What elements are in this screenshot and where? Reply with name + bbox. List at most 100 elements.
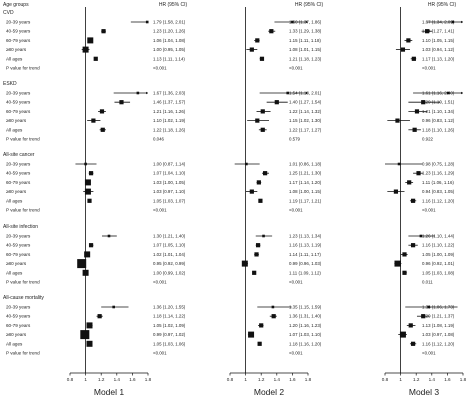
hr-ci-text: <0.001 (422, 66, 436, 71)
hr-marker (286, 91, 290, 95)
row-label: All ages (6, 341, 23, 346)
hr-ci-text: 1.35 (1.15, 1.59) (289, 305, 322, 310)
model-name-2: Model 2 (254, 387, 285, 397)
row-label: ≥80 years (6, 118, 27, 123)
hr-ci-text: 1.00 (0.95, 1.05) (153, 47, 186, 52)
row-label: ≥80 years (6, 261, 27, 266)
hr-marker (274, 100, 279, 105)
hr-ci-text: 1.14 (1.11, 1.17) (289, 252, 321, 257)
hr-marker (427, 305, 430, 309)
row-label: P value for trend (6, 280, 40, 285)
hr-marker (245, 162, 248, 166)
hr-marker (416, 171, 421, 176)
x-tick-label: 0.8 (227, 377, 234, 382)
x-tick-label: 1 (244, 377, 247, 382)
hr-marker (257, 341, 262, 346)
hr-marker (255, 38, 260, 43)
row-label: All ages (6, 56, 23, 61)
row-label: 40-59 years (6, 314, 31, 319)
hr-ci-text: 1.06 (1.04, 1.08) (153, 38, 186, 43)
hr-ci-text: 0.922 (422, 137, 434, 142)
row-label: ≥80 years (6, 47, 27, 52)
hr-marker (259, 56, 265, 61)
hr-ci-text: 1.05 (1.03, 1.07) (153, 198, 186, 203)
hr-marker (84, 251, 91, 258)
hr-ci-text: 1.25 (1.21, 1.30) (289, 171, 322, 176)
hr-marker (412, 127, 417, 132)
hr-marker (255, 243, 261, 248)
hr-marker (258, 198, 263, 203)
hr-ci-text: 1.11 (1.09, 1.12) (289, 270, 321, 275)
model-name-1: Model 1 (94, 387, 125, 397)
hr-ci-text: 1.03 (0.97, 1.08) (422, 332, 455, 337)
hr-ci-text: 1.18 (1.10, 1.26) (422, 127, 455, 132)
x-tick-label: 1.4 (274, 377, 281, 382)
row-label: 60-79 years (6, 252, 31, 257)
x-tick-label: 1.2 (98, 377, 105, 382)
hr-ci-text: 1.05 (1.03, 1.08) (422, 270, 455, 275)
row-label: 20-39 years (6, 234, 31, 239)
hr-ci-text: 1.00 (0.99, 1.02) (153, 270, 186, 275)
hr-ci-text: 0.046 (153, 137, 165, 142)
hr-ci-text: 1.46 (1.37, 1.57) (153, 100, 186, 105)
hr-marker (86, 340, 93, 347)
hr-ci-text: 1.16 (1.13, 1.19) (289, 243, 322, 248)
ci-arrow (146, 91, 148, 95)
hr-ci-text: 1.17 (1.13, 1.20) (422, 56, 455, 61)
hr-ci-text: 1.23 (1.13, 1.34) (289, 234, 322, 239)
x-tick-label: 1.8 (460, 377, 467, 382)
hr-ci-text: 0.94 (0.83, 1.05) (422, 189, 455, 194)
hr-marker (99, 109, 105, 114)
hr-ci-text: 1.34 (1.27, 1.41) (422, 29, 455, 34)
hr-ci-text: 1.17 (1.14, 1.20) (289, 180, 322, 185)
hr-marker (425, 29, 430, 34)
hr-ci-text: 1.16 (1.10, 1.22) (422, 243, 455, 248)
hr-ci-text: 1.13 (1.11, 1.14) (153, 56, 185, 61)
hr-marker (100, 127, 105, 132)
row-label: All ages (6, 270, 23, 275)
hr-ci-text: <0.001 (153, 208, 167, 213)
hr-marker (248, 331, 255, 338)
hr-ci-text: <0.001 (422, 351, 436, 356)
section-title: CVD (3, 10, 14, 16)
hr-ci-text: 1.13 (1.08, 1.19) (422, 323, 455, 328)
row-label: 60-79 years (6, 109, 31, 114)
hr-ci-text: 1.36 (1.20, 1.55) (153, 305, 186, 310)
row-label: 60-79 years (6, 38, 31, 43)
hr-marker (410, 341, 416, 346)
section-title: All-site cancer (3, 152, 35, 158)
hr-marker (80, 330, 90, 340)
hr-marker (256, 180, 261, 185)
row-label: P value for trend (6, 208, 40, 213)
hr-ci-text: 1.00 (0.87, 1.14) (153, 162, 186, 167)
hr-ci-text: 1.36 (1.31, 1.40) (289, 314, 322, 319)
row-label: 60-79 years (6, 323, 31, 328)
hr-marker (145, 20, 149, 24)
hr-marker (136, 91, 140, 95)
hr-marker (88, 171, 94, 176)
hr-ci-text: 1.10 (1.05, 1.15) (422, 38, 455, 43)
hr-marker (91, 118, 96, 123)
x-tick-label: 1.6 (444, 377, 451, 382)
hr-ci-text: 1.10 (1.02, 1.19) (153, 118, 186, 123)
hr-ci-text: 1.08 (1.00, 1.15) (289, 189, 322, 194)
header-age-groups: Age groups (3, 2, 29, 8)
hr-marker (421, 314, 426, 319)
hr-ci-text: 1.30 (1.21, 1.40) (153, 234, 186, 239)
hr-marker (408, 323, 413, 328)
hr-ci-text: 1.16 (1.12, 1.20) (422, 341, 455, 346)
row-label: 60-79 years (6, 180, 31, 185)
hr-ci-text: 1.18 (1.16, 1.20) (289, 341, 322, 346)
row-label: 20-39 years (6, 305, 31, 310)
hr-ci-text: 1.07 (1.04, 1.10) (153, 171, 186, 176)
section-title: All-site infection (3, 224, 38, 230)
hr-marker (407, 180, 412, 185)
hr-ci-text: 1.11 (1.06, 1.16) (422, 180, 454, 185)
hr-ci-text: 1.22 (1.14, 1.32) (289, 109, 322, 114)
hr-ci-text: 0.99 (0.96, 1.03) (289, 261, 322, 266)
hr-ci-text: 1.22 (1.17, 1.27) (289, 127, 322, 132)
hr-ci-text: 1.22 (1.18, 1.26) (153, 127, 186, 132)
x-tick-label: 1.2 (413, 377, 420, 382)
hr-ci-text: <0.001 (153, 280, 167, 285)
